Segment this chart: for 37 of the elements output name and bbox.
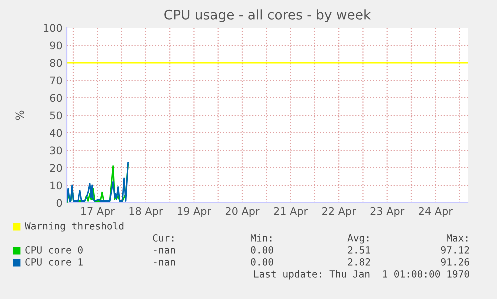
y-tick-label: 70 <box>50 76 62 85</box>
text: -nan <box>154 260 176 266</box>
x-tick-label: 19 Apr <box>178 207 212 218</box>
text: 97.12 <box>441 246 470 254</box>
x-tick-label: 17 Apr <box>82 207 115 218</box>
text: 2.82 <box>348 258 370 266</box>
text: Avg: <box>348 234 369 244</box>
y-tick-label: 50 <box>50 112 62 120</box>
text: 2.51 <box>348 246 370 254</box>
y-tick-label: 10 <box>50 182 62 190</box>
x-tick-label: 24 Apr <box>419 207 453 218</box>
x-tick-label: 21 Apr <box>274 207 308 218</box>
x-tick-label: 22 Apr <box>322 207 356 218</box>
x-tick-label: 18 Apr <box>130 207 164 218</box>
text: Max: <box>446 234 468 242</box>
legend-label: CPU core 1 <box>26 258 83 266</box>
chart-title: CPU usage - all cores - by week <box>164 10 372 22</box>
y-tick-label: 20 <box>50 164 62 172</box>
text: Min: <box>250 234 272 242</box>
y-tick-label: 60 <box>50 94 62 102</box>
x-tick-label: 23 Apr <box>370 207 405 218</box>
text: Cur: <box>153 234 174 242</box>
text: 0.00 <box>251 258 274 266</box>
y-tick-label: 80 <box>50 59 62 68</box>
y-tick-label: 0 <box>56 199 62 208</box>
y-axis-title: % <box>16 110 24 120</box>
legend-label: Warning threshold <box>25 222 124 232</box>
y-tick-label: 30 <box>50 146 62 155</box>
y-tick-label: 40 <box>50 129 62 138</box>
text: 91.26 <box>441 258 470 266</box>
text: Last update: Thu Jan 1 01:00:00 1970 <box>254 270 470 280</box>
text: -nan <box>154 248 176 254</box>
text: 0.00 <box>251 246 274 254</box>
y-tick-label: 90 <box>50 42 62 50</box>
x-tick-label: 20 Apr <box>226 207 260 218</box>
y-tick-label: 100 <box>44 24 62 32</box>
legend-label: CPU core 0 <box>26 246 83 254</box>
